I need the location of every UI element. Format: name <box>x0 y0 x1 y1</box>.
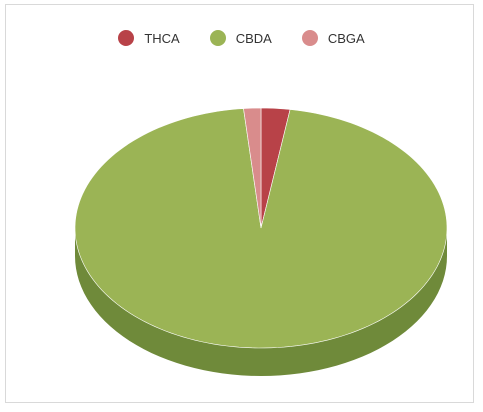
legend-label: CBDA <box>235 30 272 46</box>
pie-side <box>75 228 447 376</box>
pie-slice-cbda <box>74 108 448 349</box>
chart-legend: THCA CBDA CBGA <box>0 30 483 46</box>
legend-swatch <box>118 30 135 46</box>
pie-slice-cbga <box>243 107 262 229</box>
pie-side-cbda <box>75 228 447 376</box>
pie-top <box>74 107 448 349</box>
legend-swatch <box>209 30 226 46</box>
legend-item-cbda: CBDA <box>209 30 272 46</box>
legend-item-cbga: CBGA <box>301 30 365 46</box>
legend-label: CBGA <box>327 30 365 46</box>
legend-label: THCA <box>144 30 180 46</box>
legend-swatch <box>301 30 318 46</box>
legend-item-thca: THCA <box>118 30 180 46</box>
